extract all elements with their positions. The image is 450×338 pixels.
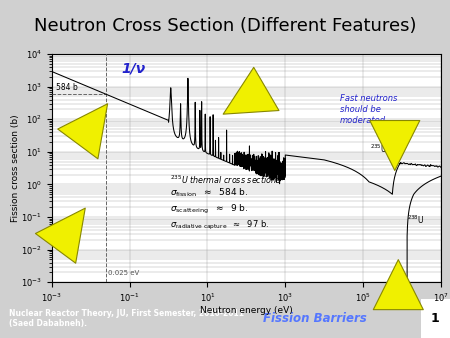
Text: 1: 1 [431, 312, 440, 325]
Text: 584 b: 584 b [56, 83, 78, 92]
Y-axis label: Fission cross section (b): Fission cross section (b) [11, 114, 20, 222]
Text: 1/ν: 1/ν [121, 61, 145, 75]
Text: $\sigma_{\mathrm{radiative\ capture}}$  $\approx$  97 b.: $\sigma_{\mathrm{radiative\ capture}}$ $… [170, 219, 270, 232]
Text: $^{235}$U $\it{thermal\ cross\ sections}$: $^{235}$U $\it{thermal\ cross\ sections}… [170, 173, 282, 186]
Text: Nuclear Reactor Theory, JU, First Semester, 2010-2011
(Saed Dababneh).: Nuclear Reactor Theory, JU, First Semest… [9, 309, 244, 328]
Text: Neutron Cross Section (Different Features): Neutron Cross Section (Different Feature… [34, 17, 416, 35]
Text: $^{235}$U: $^{235}$U [370, 143, 387, 155]
Text: $\sigma_{\mathrm{fission}}$  $\approx$  584 b.: $\sigma_{\mathrm{fission}}$ $\approx$ 58… [170, 187, 248, 199]
Text: $^{238}$U: $^{238}$U [406, 214, 424, 226]
X-axis label: Neutron energy (eV): Neutron energy (eV) [200, 306, 293, 315]
Text: Fast neutrons
should be
moderated.: Fast neutrons should be moderated. [340, 94, 397, 125]
Bar [421, 299, 450, 338]
Text: $\sigma_{\mathrm{scattering}}$  $\approx$  9 b.: $\sigma_{\mathrm{scattering}}$ $\approx$… [170, 202, 248, 216]
Text: Fission Barriers: Fission Barriers [263, 312, 367, 325]
Text: 0.025 eV: 0.025 eV [108, 270, 140, 276]
